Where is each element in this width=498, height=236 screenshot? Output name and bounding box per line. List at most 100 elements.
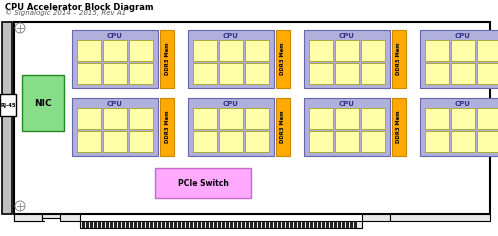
Bar (103, 63, 127, 84)
Bar (335, 63, 359, 84)
Bar (188, 98, 274, 156)
Text: CPU: CPU (455, 33, 471, 39)
Bar (22, 75, 64, 131)
Bar (335, 108, 359, 129)
Bar (290, 222, 293, 228)
Bar (210, 222, 213, 228)
Bar (77, 108, 101, 129)
Bar (222, 222, 225, 228)
Bar (226, 222, 229, 228)
Bar (276, 98, 290, 156)
Bar (390, 214, 490, 221)
Text: CPU: CPU (339, 33, 355, 39)
Bar (334, 222, 337, 228)
Bar (425, 108, 449, 129)
Bar (245, 131, 269, 152)
Text: CPU: CPU (455, 101, 471, 107)
Bar (302, 222, 305, 228)
Bar (2, 22, 12, 214)
Bar (103, 131, 127, 152)
Bar (14, 214, 42, 221)
Bar (314, 222, 317, 228)
Bar (190, 222, 193, 228)
Bar (0, 94, 16, 116)
Bar (160, 98, 174, 156)
Bar (154, 222, 157, 228)
Bar (361, 63, 385, 84)
Bar (14, 22, 490, 214)
Bar (451, 63, 475, 84)
Text: CPU: CPU (107, 33, 123, 39)
Bar (194, 222, 197, 228)
Bar (82, 222, 85, 228)
Bar (86, 222, 89, 228)
Bar (60, 214, 80, 221)
Text: RJ-45: RJ-45 (0, 102, 16, 108)
Bar (346, 222, 349, 228)
Text: PCIe Switch: PCIe Switch (178, 178, 229, 187)
Bar (451, 108, 475, 129)
Bar (90, 222, 93, 228)
Bar (342, 222, 345, 228)
Bar (477, 108, 498, 129)
Bar (103, 108, 127, 129)
Bar (254, 222, 257, 228)
Bar (14, 214, 44, 221)
Bar (250, 222, 253, 228)
Bar (129, 63, 153, 84)
Bar (219, 108, 243, 129)
Bar (162, 222, 165, 228)
Bar (186, 222, 189, 228)
Text: DDR3 Mem: DDR3 Mem (164, 111, 169, 143)
Bar (425, 63, 449, 84)
Bar (350, 222, 353, 228)
Bar (206, 222, 209, 228)
Bar (94, 222, 97, 228)
Bar (193, 131, 217, 152)
Bar (155, 168, 251, 198)
Bar (103, 40, 127, 61)
Bar (138, 222, 141, 228)
Bar (282, 222, 285, 228)
Bar (362, 214, 390, 221)
Bar (130, 222, 133, 228)
Bar (170, 222, 173, 228)
Bar (174, 222, 177, 228)
Text: CPU: CPU (223, 101, 239, 107)
Bar (77, 40, 101, 61)
Bar (118, 222, 121, 228)
Bar (310, 222, 313, 228)
Bar (309, 40, 333, 61)
Bar (193, 63, 217, 84)
Bar (230, 222, 233, 228)
Bar (214, 222, 217, 228)
Text: CPU: CPU (223, 33, 239, 39)
Bar (335, 131, 359, 152)
Bar (425, 40, 449, 61)
Bar (309, 131, 333, 152)
Bar (202, 222, 205, 228)
Bar (354, 222, 357, 228)
Bar (298, 222, 301, 228)
Bar (110, 222, 113, 228)
Bar (193, 108, 217, 129)
Bar (338, 222, 341, 228)
Bar (420, 98, 498, 156)
Bar (44, 214, 59, 221)
Text: DDR3 Mem: DDR3 Mem (396, 43, 401, 75)
Text: DDR3 Mem: DDR3 Mem (280, 43, 285, 75)
Bar (318, 222, 321, 228)
Bar (451, 40, 475, 61)
Bar (106, 222, 109, 228)
Bar (304, 30, 390, 88)
Bar (245, 40, 269, 61)
Bar (477, 63, 498, 84)
Bar (274, 222, 277, 228)
Bar (309, 108, 333, 129)
Text: DDR3 Mem: DDR3 Mem (396, 111, 401, 143)
Bar (98, 222, 101, 228)
Text: NIC: NIC (34, 98, 52, 108)
Bar (270, 222, 273, 228)
Bar (477, 131, 498, 152)
Bar (219, 131, 243, 152)
